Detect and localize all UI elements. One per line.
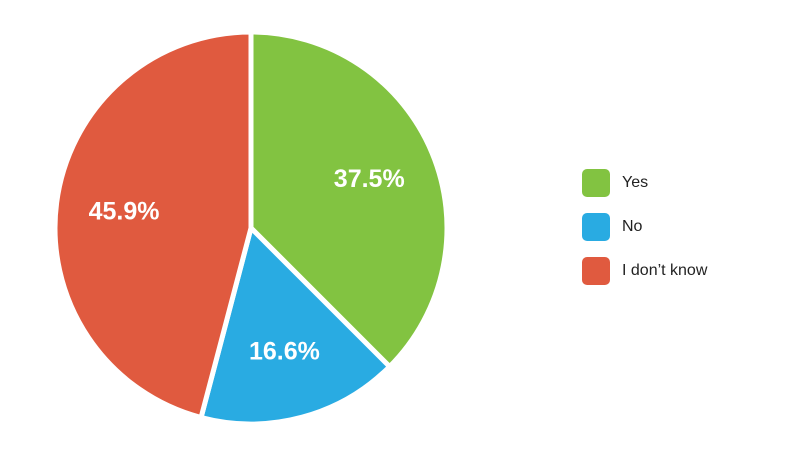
slice-dont-know <box>52 29 254 421</box>
legend: Yes No I don’t know <box>582 168 707 300</box>
slice-yes <box>248 29 450 370</box>
legend-swatch-no <box>582 213 610 241</box>
slice-label-no: 16.6% <box>249 338 320 366</box>
slice-label-yes: 37.5% <box>334 165 405 193</box>
legend-label-dont-know: I don’t know <box>622 262 708 279</box>
legend-item-no: No <box>582 212 707 242</box>
slice-no <box>198 225 393 427</box>
legend-item-yes: Yes <box>582 168 707 198</box>
legend-swatch-dont-know <box>582 257 610 285</box>
legend-label-yes: Yes <box>622 174 649 191</box>
slice-label-dont-know: 45.9% <box>89 198 160 226</box>
legend-item-dont-know: I don’t know <box>582 256 707 286</box>
legend-swatch-yes <box>582 169 610 197</box>
legend-label-no: No <box>622 218 643 235</box>
